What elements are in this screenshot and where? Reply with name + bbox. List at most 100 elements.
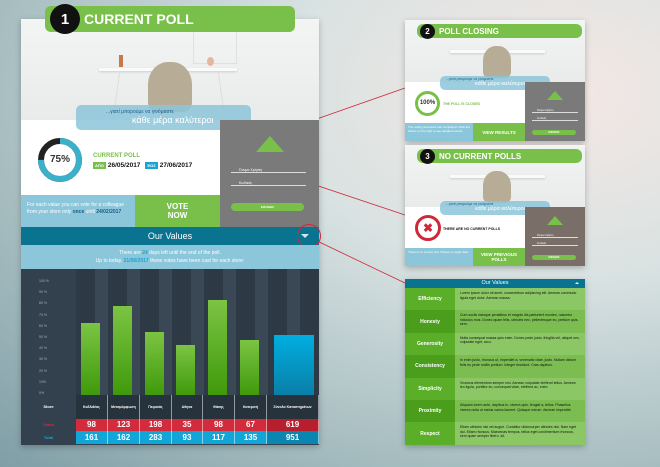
info-text: Up to today, bbox=[95, 257, 124, 264]
voted-count: 35 bbox=[172, 419, 203, 431]
info-text: these votes have been cast for each stor… bbox=[148, 257, 245, 264]
username-input[interactable]: Όνομα Χρήστη bbox=[231, 168, 306, 173]
voted-count: 123 bbox=[108, 419, 140, 431]
value-description: Vivamus elementum semper nisi. Aenean vu… bbox=[460, 380, 576, 390]
login-panel: Όνομα Χρήστη Κωδικός ΕΙΣΟΔΟΣ bbox=[220, 120, 319, 227]
y-tick-label: 100 % bbox=[39, 279, 49, 283]
tagline-small: ...γιατί μπορούμε να γινόμαστε bbox=[446, 77, 494, 81]
poll-dates: ΑΠΟ 26/05/2017 ΕΩΣ 27/06/2017 bbox=[93, 162, 192, 169]
y-tick-label: 20 % bbox=[39, 368, 47, 373]
section-title: NO CURRENT POLLS bbox=[439, 151, 522, 161]
username-input[interactable]: Όνομα Χρήστη bbox=[532, 109, 578, 113]
tagline-small: ...γιατί μπορούμε να γινόμαστε bbox=[106, 109, 174, 115]
value-name: Simplicity bbox=[405, 377, 455, 400]
password-input[interactable]: Κωδικός bbox=[532, 242, 578, 246]
value-row: Generosity Nulla consequat massa quis eni… bbox=[405, 332, 585, 356]
voted-count: 619 bbox=[267, 419, 319, 431]
vote-info-text: For each value you can vote for a collea… bbox=[27, 202, 125, 215]
password-input[interactable]: Κωδικός bbox=[231, 181, 306, 186]
value-name: Consistency bbox=[405, 355, 455, 378]
leroy-merlin-logo bbox=[256, 136, 284, 152]
y-tick-label: 40 % bbox=[39, 346, 47, 351]
values-panel-title: Our Values bbox=[481, 280, 509, 286]
y-tick-label: 70 % bbox=[39, 312, 47, 317]
bar-store bbox=[145, 331, 164, 395]
total-count: 135 bbox=[235, 431, 267, 444]
from-badge: ΑΠΟ bbox=[93, 162, 106, 169]
votes-info: There are 24 days left until the end of … bbox=[21, 245, 319, 269]
poll-status: CURRENT POLL bbox=[93, 153, 140, 159]
step-number: 3 bbox=[420, 148, 435, 164]
step-number: 1 bbox=[50, 4, 80, 34]
value-description: Cum sociis natoque penatibus et magnis d… bbox=[460, 313, 579, 327]
value-row: Simplicity Vivamus elementum semper nisi.… bbox=[405, 377, 585, 400]
login-button[interactable]: ΕΙΣΟΔΟΣ bbox=[532, 130, 576, 135]
no-polls-screen-title-bar: 3 NO CURRENT POLLS bbox=[417, 148, 582, 164]
section-title: CURRENT POLL bbox=[84, 11, 194, 27]
login-button[interactable]: ΕΙΣΟΔΟΣ bbox=[231, 203, 304, 211]
info-text: days left until the end of the poll. bbox=[147, 250, 221, 256]
bar-store bbox=[240, 339, 259, 395]
values-header: Our Values bbox=[21, 227, 319, 245]
votes-chart: 100 % 90 % 80 % 70 % 60 % 50 % 40 % 30 % 20 % 10%… bbox=[21, 269, 319, 445]
store-name: Θάκης bbox=[203, 395, 235, 419]
value-description: Aliquam lorem ante, dapibus in, viverra … bbox=[460, 403, 572, 412]
days-left: 24 bbox=[142, 250, 148, 256]
chevron-up-icon[interactable] bbox=[575, 282, 579, 284]
y-tick-label: 90 % bbox=[39, 290, 47, 295]
bar-store bbox=[113, 306, 132, 395]
total-count: 951 bbox=[267, 431, 319, 444]
vote-info-until: until bbox=[84, 208, 97, 215]
hero-image bbox=[21, 19, 319, 120]
login-button[interactable]: ΕΙΣΟΔΟΣ bbox=[532, 255, 576, 260]
vote-info: For each value you can vote for a collea… bbox=[21, 195, 135, 227]
poll-info: The voting procedure has completed. Clic… bbox=[405, 123, 473, 141]
tagline: κάθε μέρα καλύτεροι bbox=[475, 206, 525, 212]
voted-count: 98 bbox=[76, 419, 108, 431]
to-badge: ΕΩΣ bbox=[145, 162, 158, 169]
poll-status: THERE ARE NO CURRENT POLLS bbox=[443, 227, 501, 231]
login-panel: Όνομα Χρήστη Κωδικός ΕΙΣΟΔΟΣ bbox=[525, 207, 585, 266]
tagline-banner: ...γιατί μπορούμε να γινόμαστε κάθε μέρα… bbox=[76, 105, 251, 130]
value-row: Consistency In enim justo, rhoncus ut, im… bbox=[405, 355, 585, 378]
view-previous-polls-button[interactable]: VIEW PREVIOUS POLLS bbox=[473, 248, 525, 266]
value-name: Generosity bbox=[405, 332, 455, 356]
values-panel: Our Values Efficiency Lorem ipsum dolor s… bbox=[405, 279, 585, 445]
tagline: κάθε μέρα καλύτεροι bbox=[475, 81, 525, 87]
y-tick-label: 10% bbox=[39, 379, 47, 384]
bar-store bbox=[208, 300, 227, 395]
progress-ring: 100% bbox=[415, 91, 440, 116]
section-title: POLL CLOSING bbox=[439, 26, 499, 36]
total-count: 117 bbox=[203, 431, 235, 444]
step-number: 2 bbox=[420, 23, 435, 39]
store-name: Σύνολο Καταστημάτων bbox=[267, 395, 319, 419]
bar-total bbox=[274, 335, 314, 395]
store-name: Μεταμόρφωση bbox=[108, 395, 140, 419]
value-row: Proximity Aliquam lorem ante, dapibus in,… bbox=[405, 400, 585, 423]
store-name: Αθηνα bbox=[172, 395, 203, 419]
value-name: Proximity bbox=[405, 400, 455, 423]
values-panel-header: Our Values bbox=[405, 279, 585, 288]
bar-store bbox=[81, 322, 100, 395]
value-description: In enim justo, rhoncus ut, imperdiet a, … bbox=[460, 358, 577, 367]
bar-store bbox=[176, 345, 195, 395]
password-input[interactable]: Κωδικός bbox=[532, 117, 578, 121]
from-date: 26/05/2017 bbox=[107, 162, 141, 169]
value-description: Etiam ultricies nisi vel augue. Curabitu… bbox=[460, 425, 576, 439]
value-description: Lorem ipsum dolor sit amet, consectetuer… bbox=[460, 291, 577, 300]
y-tick-label: 30 % bbox=[39, 357, 47, 362]
leroy-merlin-logo bbox=[547, 216, 563, 225]
info-text: There are bbox=[119, 250, 143, 256]
value-name: Respect bbox=[405, 422, 455, 445]
voted-count: 198 bbox=[140, 419, 172, 431]
row-total-label: Total bbox=[43, 435, 54, 440]
vote-now-button[interactable]: VOTE NOW bbox=[135, 195, 220, 227]
progress-donut bbox=[38, 138, 82, 182]
username-input[interactable]: Όνομα Χρήστη bbox=[532, 234, 578, 238]
login-panel: Όνομα Χρήστη Κωδικός ΕΙΣΟΔΟΣ bbox=[525, 82, 585, 141]
y-tick-label: 60 % bbox=[39, 323, 47, 328]
view-results-button[interactable]: VIEW RESULTS bbox=[473, 123, 525, 141]
voted-count: 67 bbox=[235, 419, 267, 431]
y-tick-label: 50 % bbox=[39, 335, 47, 339]
total-count: 283 bbox=[140, 431, 172, 444]
